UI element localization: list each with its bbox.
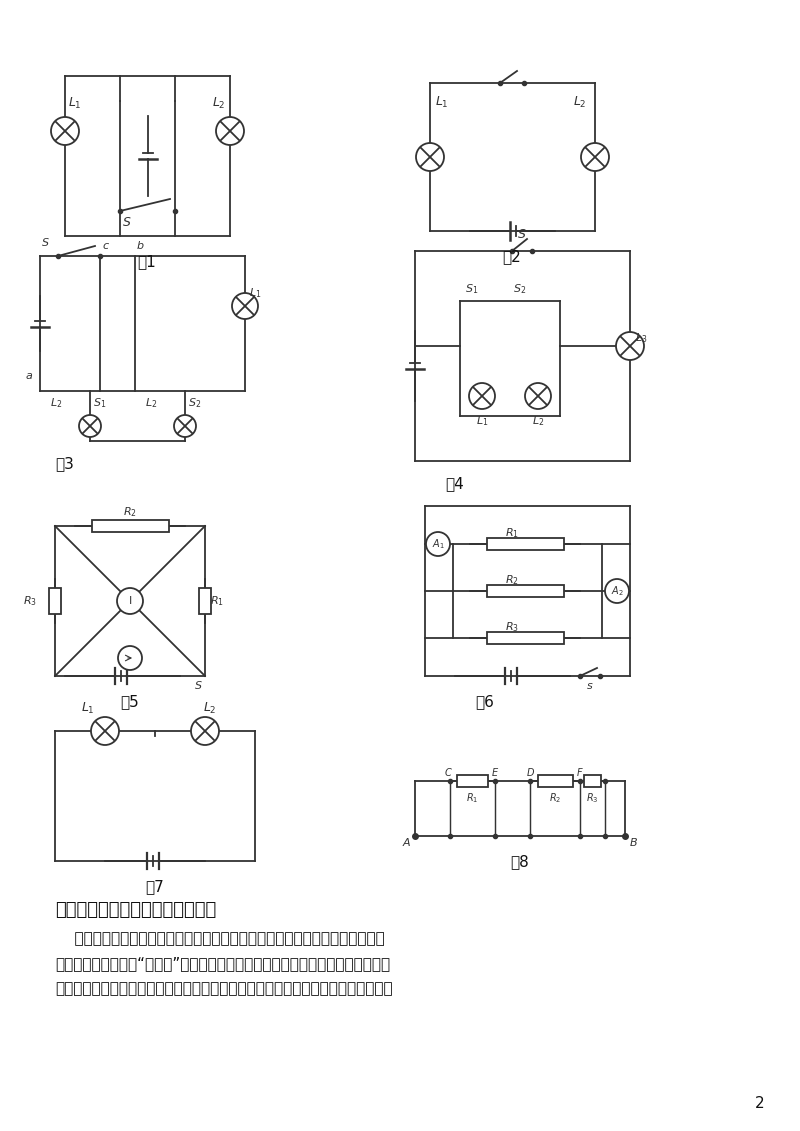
Bar: [457, 775, 488, 787]
Circle shape: [117, 588, 143, 614]
Text: E: E: [492, 768, 498, 778]
Text: $R_1$: $R_1$: [210, 594, 224, 607]
Text: $S_1$: $S_1$: [93, 396, 106, 409]
Bar: [486, 538, 563, 550]
Bar: [91, 520, 169, 532]
Text: S: S: [195, 681, 202, 691]
Circle shape: [469, 383, 495, 409]
Text: $L_2$: $L_2$: [145, 396, 158, 409]
Bar: [486, 632, 563, 644]
Circle shape: [605, 579, 629, 603]
Text: $R_1$: $R_1$: [505, 526, 519, 539]
Bar: [584, 775, 602, 787]
Bar: [538, 775, 573, 787]
Bar: [199, 588, 211, 614]
Text: 我们在分析电路连接情况时，往往是针对用电器而言的，其它元件如开关、电: 我们在分析电路连接情况时，往往是针对用电器而言的，其它元件如开关、电: [55, 931, 385, 946]
Text: $S_2$: $S_2$: [513, 283, 526, 296]
Text: 2: 2: [755, 1096, 765, 1111]
Circle shape: [232, 293, 258, 319]
Text: I: I: [128, 596, 132, 606]
Circle shape: [79, 415, 101, 437]
Text: $R_2$: $R_2$: [123, 506, 137, 519]
Circle shape: [616, 333, 644, 360]
Text: F: F: [577, 768, 583, 778]
Text: s: s: [587, 681, 593, 691]
Text: $R_2$: $R_2$: [505, 573, 519, 587]
Text: $R_1$: $R_1$: [466, 791, 478, 805]
Text: 图7: 图7: [146, 879, 164, 893]
Text: 图4: 图4: [445, 476, 464, 491]
Text: $A_1$: $A_1$: [432, 537, 444, 551]
Text: 图8: 图8: [510, 854, 530, 869]
Text: $L_1$: $L_1$: [249, 286, 262, 300]
Text: 图1: 图1: [138, 254, 156, 269]
Text: a: a: [25, 371, 32, 381]
Circle shape: [174, 415, 196, 437]
Text: $S_2$: $S_2$: [188, 396, 202, 409]
Text: b: b: [137, 241, 144, 251]
Circle shape: [525, 383, 551, 409]
Text: 三、几个常见电路元件的特殊处理: 三、几个常见电路元件的特殊处理: [55, 901, 216, 920]
Circle shape: [51, 116, 79, 145]
Text: $L_1$: $L_1$: [435, 95, 449, 110]
Text: B: B: [630, 838, 638, 848]
Text: 图3: 图3: [55, 456, 74, 470]
Text: $L_2$: $L_2$: [212, 96, 226, 111]
Text: 果既可将有些元件从电路图中拆掉，又能保证那些元件拆掉后不影响用电器的原连接: 果既可将有些元件从电路图中拆掉，又能保证那些元件拆掉后不影响用电器的原连接: [55, 981, 393, 996]
Text: A: A: [402, 838, 410, 848]
Circle shape: [426, 532, 450, 556]
Text: 图5: 图5: [121, 694, 139, 709]
Text: 压表、电流表等这些“拦路虎”，对我们分析比较复杂的电路来说负面影响很大，如: 压表、电流表等这些“拦路虎”，对我们分析比较复杂的电路来说负面影响很大，如: [55, 956, 390, 972]
Text: $L_3$: $L_3$: [635, 331, 647, 345]
Circle shape: [191, 717, 219, 745]
Text: $A_2$: $A_2$: [610, 584, 623, 598]
Text: $L_2$: $L_2$: [50, 396, 62, 409]
Text: c: c: [102, 241, 108, 251]
Text: $L_2$: $L_2$: [573, 95, 586, 110]
Text: $L_1$: $L_1$: [68, 96, 82, 111]
Circle shape: [216, 116, 244, 145]
Text: S: S: [518, 228, 526, 241]
Text: $R_3$: $R_3$: [23, 594, 37, 607]
Text: D: D: [526, 768, 534, 778]
Text: $L_2$: $L_2$: [532, 414, 544, 428]
Text: S: S: [42, 238, 49, 248]
Text: $R_3$: $R_3$: [505, 620, 519, 634]
Text: 图6: 图6: [475, 694, 494, 709]
Circle shape: [581, 143, 609, 171]
Text: S: S: [123, 216, 131, 228]
Bar: [486, 585, 563, 597]
Circle shape: [91, 717, 119, 745]
Text: $L_1$: $L_1$: [476, 414, 488, 428]
Circle shape: [118, 646, 142, 670]
Text: C: C: [445, 768, 451, 778]
Text: $L_1$: $L_1$: [81, 701, 95, 716]
Text: $L_2$: $L_2$: [203, 701, 217, 716]
Bar: [49, 588, 61, 614]
Text: 图2: 图2: [502, 249, 522, 264]
Text: $R_2$: $R_2$: [549, 791, 561, 805]
Text: $S_1$: $S_1$: [465, 283, 478, 296]
Circle shape: [416, 143, 444, 171]
Text: $R_3$: $R_3$: [586, 791, 598, 805]
